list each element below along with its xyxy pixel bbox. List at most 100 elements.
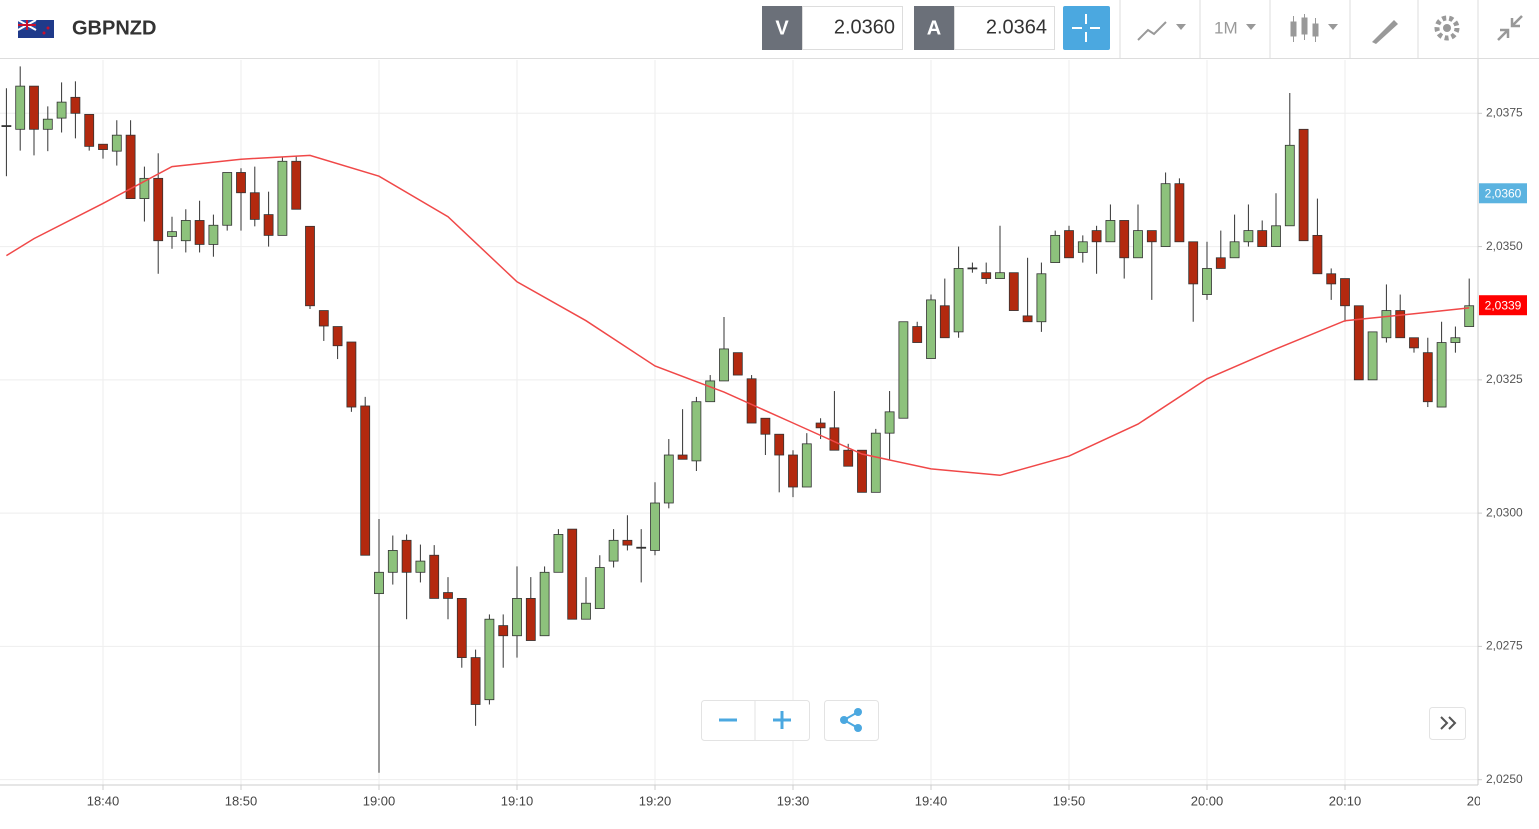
zoom-in[interactable] [773, 711, 791, 729]
candle-body [719, 348, 729, 382]
candle-body [249, 192, 260, 220]
candle-body [829, 427, 840, 451]
candle-body [1, 125, 12, 127]
ask-box [954, 6, 1055, 50]
candle-body [884, 411, 895, 434]
candle-body [484, 618, 495, 701]
candle-body [139, 177, 150, 200]
candle-body [1119, 220, 1130, 259]
candle-body [236, 172, 246, 194]
candle-body [774, 433, 785, 456]
candle-body [995, 272, 1005, 279]
ask-label: A [927, 17, 941, 39]
candle-body [70, 96, 81, 114]
y-tick-label: 2,0275 [1486, 639, 1523, 653]
settings-icon[interactable] [1434, 15, 1460, 41]
candle-body [801, 443, 812, 488]
y-tick-label: 2,0350 [1486, 239, 1523, 253]
candle-body [208, 224, 219, 245]
candle-body [291, 160, 302, 210]
x-axis: 18:40 18:50 19:00 19:10 19:20 19:30 19:40 19:50… [87, 785, 1500, 808]
share-button[interactable] [824, 700, 879, 741]
candle-body [691, 401, 702, 462]
y-axis: 2,0250 2,0275 2,0300 2,0325 2,0350 2,0375 2,03… [1478, 105, 1527, 786]
candle-body [939, 305, 950, 339]
candle-body [525, 598, 536, 641]
candle-body [29, 85, 39, 130]
x-tick-label: 19:40 [915, 793, 948, 808]
candle-body [1146, 230, 1157, 243]
candle-body [470, 657, 481, 705]
candle-body [387, 550, 398, 573]
candle-body [1160, 183, 1171, 247]
candle-body [1174, 183, 1185, 243]
collapse-icon[interactable] [1497, 15, 1523, 41]
x-tick-label: 20:20 [1467, 793, 1500, 808]
candle-body [1188, 241, 1199, 285]
bid-label: V [775, 17, 789, 39]
ask-button[interactable] [914, 6, 954, 50]
indicators-icon[interactable] [1290, 14, 1319, 42]
candle-body [1436, 342, 1447, 408]
candle-body [180, 220, 191, 242]
candle-body [263, 214, 274, 236]
candle-body [1050, 234, 1061, 263]
crosshair-button[interactable] [1063, 6, 1110, 50]
candle-body [636, 546, 647, 549]
x-tick-label: 19:10 [501, 793, 534, 808]
candle-body [1340, 278, 1350, 307]
candle-body [1008, 272, 1019, 311]
x-tick-label: 19:30 [777, 793, 810, 808]
candle-body [663, 454, 674, 504]
candle-body [456, 598, 467, 658]
candle-body [277, 160, 288, 236]
symbol: GBPNZD [72, 17, 156, 39]
candle-body [677, 454, 688, 460]
price-tag-label: 2,0339 [1485, 298, 1522, 312]
bid-button[interactable] [762, 6, 802, 50]
candle-body [608, 539, 619, 562]
candle-body [539, 571, 550, 637]
timeframe[interactable]: 1M [1214, 18, 1238, 37]
candle-body [705, 380, 716, 403]
candle-body [1022, 315, 1033, 323]
candle-body [305, 225, 315, 307]
candle-body [98, 143, 108, 150]
candle-body [746, 378, 757, 424]
candle-body [222, 172, 233, 226]
candle-body [1284, 144, 1295, 227]
price-tag [1479, 295, 1527, 316]
x-tick-label: 18:50 [225, 793, 258, 808]
candle-body [1257, 230, 1268, 247]
dropdown-arrow [1246, 24, 1256, 30]
candle-body [1077, 241, 1088, 253]
candle-body [967, 267, 978, 270]
separators [1119, 0, 1479, 58]
candle-body [360, 405, 371, 556]
x-tick-label: 20:10 [1329, 793, 1362, 808]
candle-body [650, 502, 660, 551]
candle-body [857, 449, 867, 493]
candle-body [1422, 352, 1433, 403]
candle-body [443, 592, 453, 599]
candle-body [429, 554, 440, 599]
chart-type-icon[interactable] [1137, 21, 1167, 41]
draw-icon[interactable] [1372, 20, 1398, 44]
candle-body [346, 341, 357, 408]
x-tick-label: 18:40 [87, 793, 120, 808]
candle-body [1367, 331, 1378, 381]
candle-body [553, 534, 564, 573]
candle-body [926, 299, 936, 359]
candle-body [56, 101, 67, 119]
candle-body [111, 134, 122, 152]
candle-body [1271, 225, 1281, 247]
x-tick-label: 19:20 [639, 793, 672, 808]
scroll-end-icon [1440, 716, 1457, 730]
candle-body [760, 417, 771, 435]
crosshair-icon [1072, 14, 1100, 42]
flag [17, 19, 54, 38]
candle-body [401, 539, 412, 573]
plot [0, 60, 1478, 785]
candle-body [125, 134, 136, 200]
